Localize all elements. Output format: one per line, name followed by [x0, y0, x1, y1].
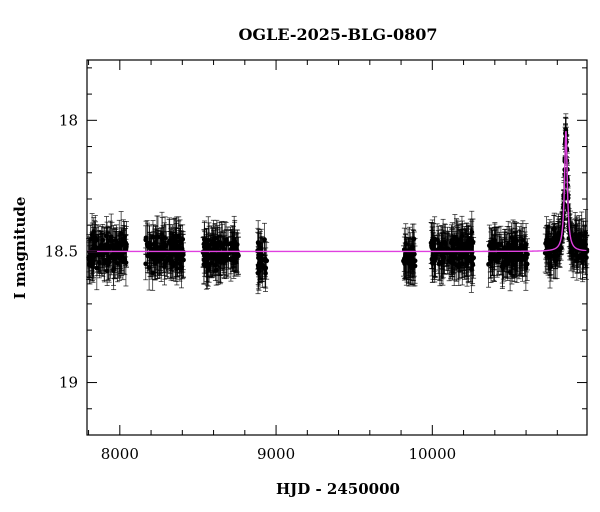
y-tick-label: 19: [59, 374, 78, 392]
data-point: [181, 257, 186, 263]
data-point: [110, 242, 116, 248]
data-point: [490, 254, 495, 260]
data-point: [437, 245, 443, 251]
data-point: [453, 249, 459, 255]
data-point: [439, 253, 445, 259]
data-point: [256, 265, 261, 271]
data-point: [443, 245, 449, 251]
data-point: [403, 251, 408, 257]
data-point: [558, 245, 564, 251]
data-point: [449, 240, 455, 246]
data-point: [210, 240, 215, 246]
data-point: [411, 251, 417, 257]
data-point: [161, 253, 167, 258]
data-point: [213, 262, 218, 268]
x-tick-label: 8000: [101, 445, 139, 463]
data-point: [431, 246, 436, 252]
data-point: [235, 253, 241, 259]
data-point: [458, 243, 464, 248]
data-point: [105, 246, 111, 252]
data-point: [216, 239, 222, 245]
data-point: [454, 236, 459, 242]
data-point: [164, 258, 170, 264]
data-point: [123, 260, 129, 266]
data-point: [496, 241, 502, 247]
data-point: [102, 244, 107, 250]
data-point: [109, 238, 115, 244]
y-tick-label: 18: [59, 111, 78, 129]
data-point: [91, 229, 97, 235]
data-point: [221, 259, 227, 265]
data-point: [174, 266, 180, 271]
data-point: [209, 260, 214, 266]
data-point: [516, 255, 522, 261]
x-tick-label: 9000: [257, 445, 295, 463]
data-point: [436, 240, 441, 246]
data-point: [410, 244, 416, 250]
data-point: [147, 245, 153, 251]
data-point: [122, 234, 127, 240]
data-point: [144, 241, 150, 247]
data-point: [440, 240, 446, 246]
data-point: [492, 244, 498, 250]
data-point: [204, 260, 210, 266]
x-tick-label: 10000: [408, 445, 456, 463]
data-point: [228, 257, 234, 263]
plot-frame: [86, 59, 588, 436]
data-point: [503, 253, 509, 258]
y-axis-label: I magnitude: [11, 197, 29, 300]
data-point: [177, 256, 183, 262]
data-point: [542, 250, 548, 256]
data-point: [255, 240, 261, 245]
data-point: [220, 252, 226, 258]
data-point: [574, 253, 580, 259]
data-points-layer: [86, 113, 590, 295]
data-point: [511, 256, 516, 262]
data-point: [148, 253, 154, 259]
data-point: [411, 257, 416, 263]
data-point: [232, 238, 238, 244]
data-point: [523, 242, 529, 247]
data-point: [203, 241, 209, 247]
data-point: [160, 244, 166, 250]
data-point: [201, 252, 207, 258]
data-point: [462, 254, 467, 260]
data-point: [470, 262, 476, 268]
x-axis-label: HJD - 2450000: [276, 480, 400, 498]
data-point: [432, 256, 438, 262]
chart-title: OGLE-2025-BLG-0807: [238, 25, 437, 44]
data-point: [464, 242, 469, 248]
data-point: [213, 267, 219, 273]
model-curve: [87, 131, 588, 253]
data-point: [553, 238, 558, 243]
data-point: [547, 254, 552, 260]
ticks-layer: [87, 60, 587, 436]
data-point: [264, 258, 270, 264]
data-point: [224, 255, 230, 261]
data-point: [90, 254, 96, 260]
data-point: [518, 243, 524, 249]
data-point: [580, 258, 586, 264]
data-point: [486, 261, 491, 267]
data-point: [469, 229, 475, 235]
data-point: [546, 243, 552, 249]
data-point: [429, 243, 434, 249]
data-point: [263, 265, 269, 271]
tick-labels-layer: 8000 9000 10000 18 18.5 19: [45, 111, 457, 463]
data-point: [402, 256, 407, 261]
data-point: [262, 237, 267, 242]
y-tick-label: 18.5: [45, 242, 78, 260]
